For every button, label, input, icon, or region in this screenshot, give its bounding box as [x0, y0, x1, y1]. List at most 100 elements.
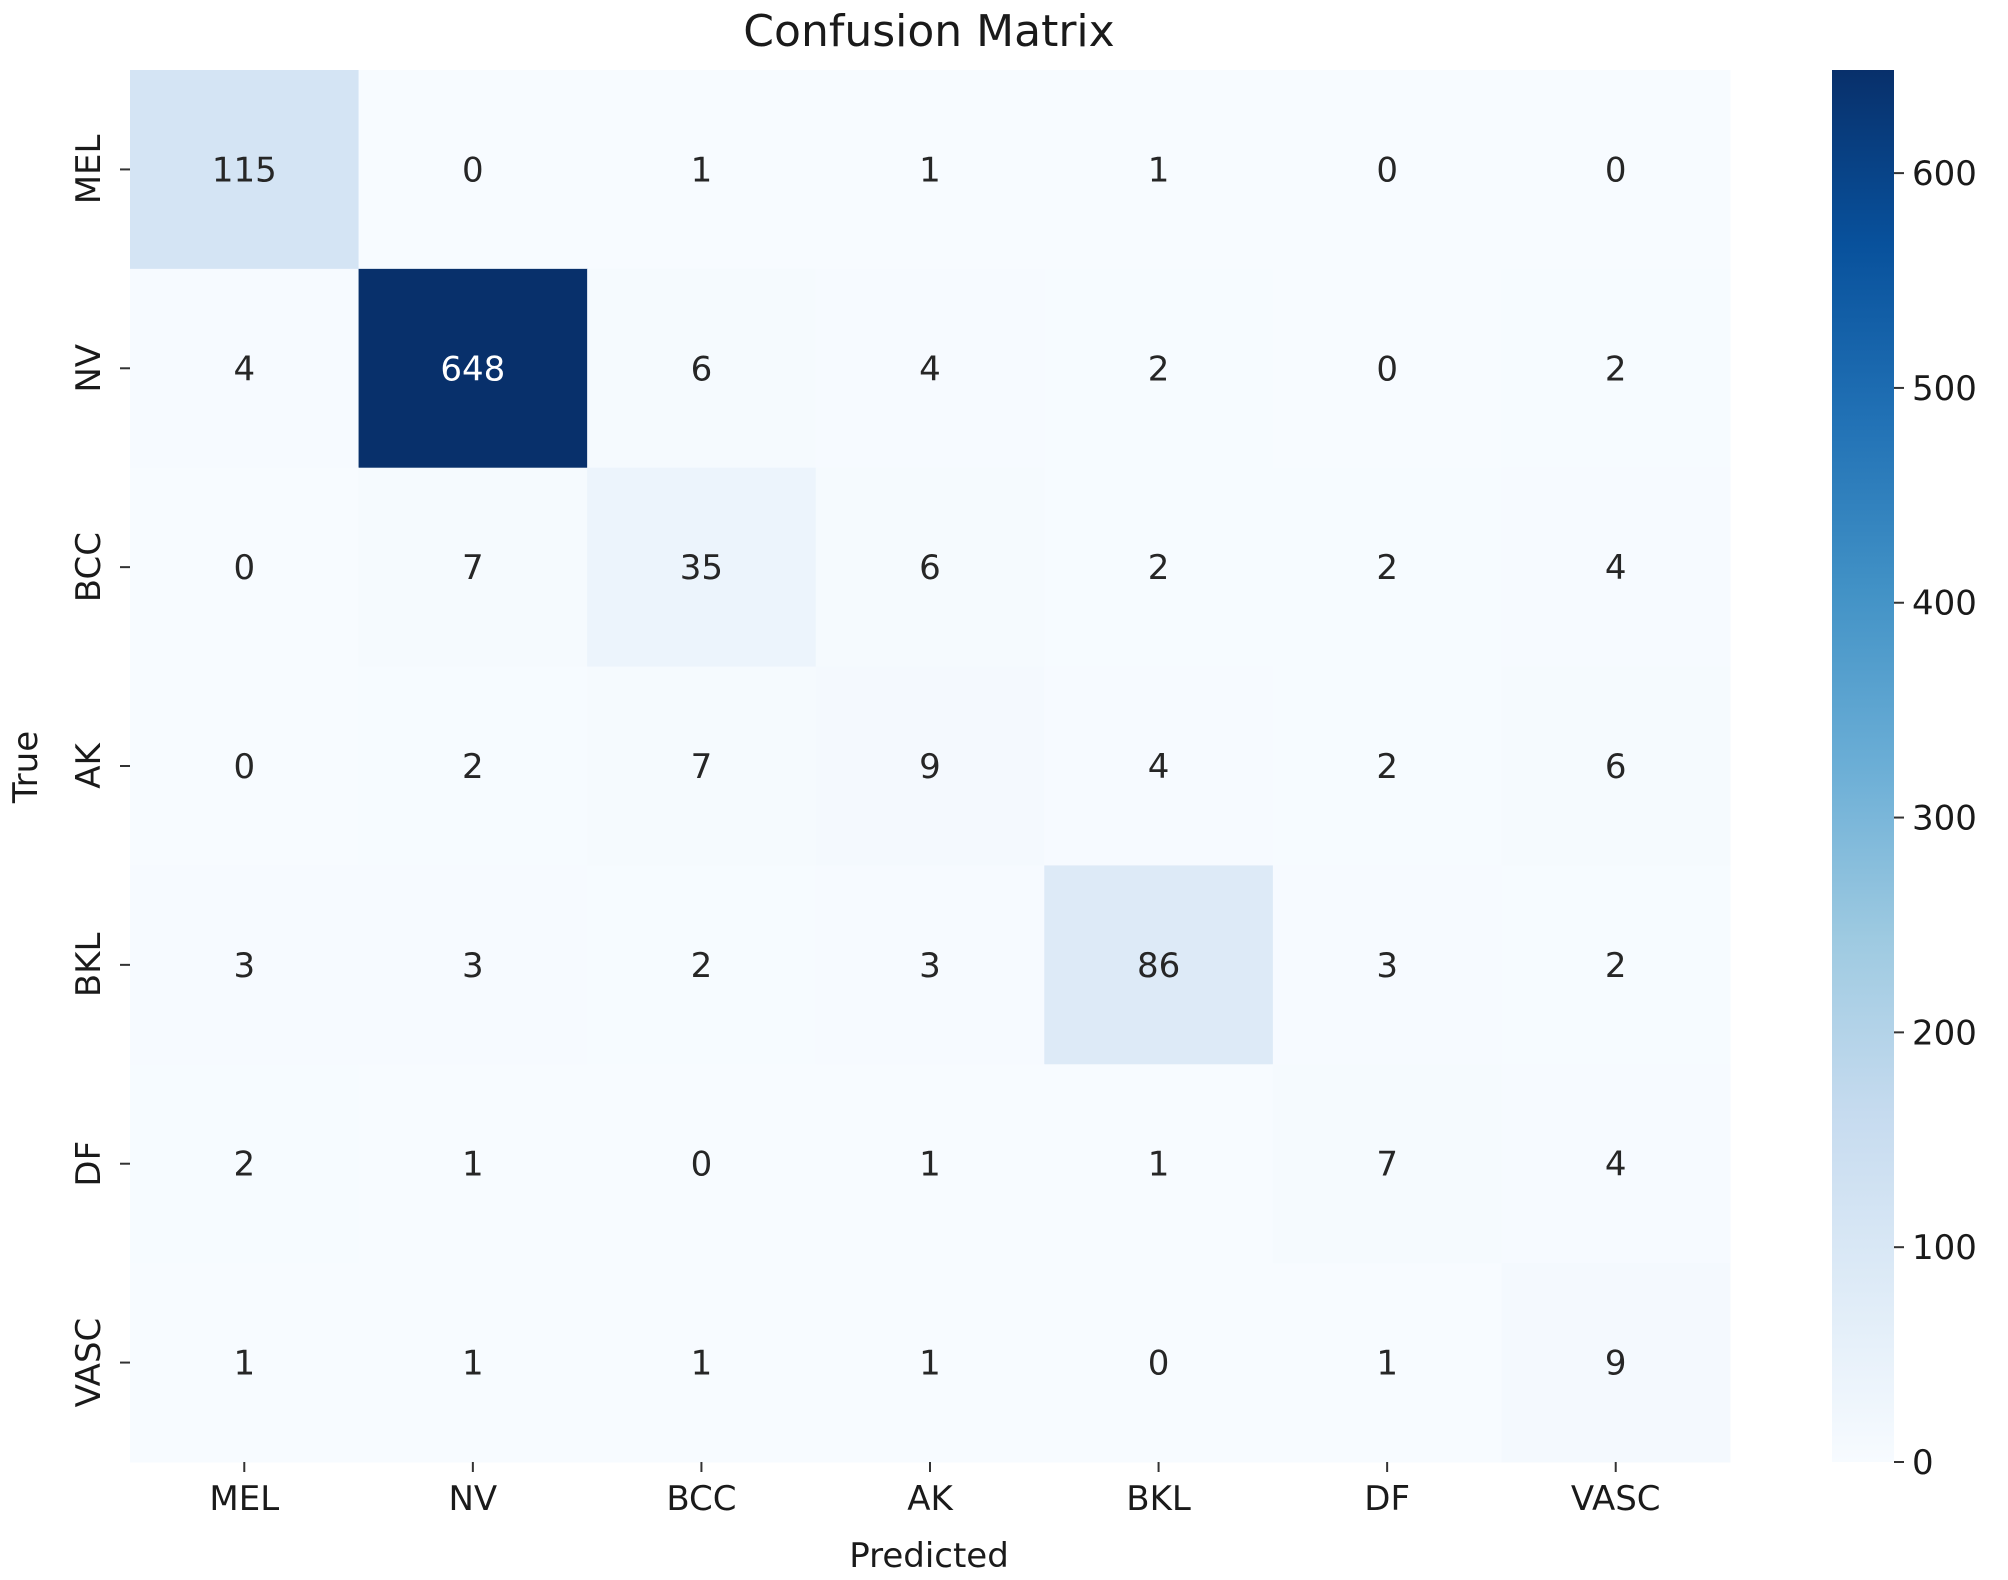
cell-value-label: 2	[233, 1145, 255, 1185]
heatmap-cell	[1044, 1064, 1274, 1264]
heatmap-cell	[587, 1064, 817, 1264]
cell-value-label: 3	[1376, 946, 1398, 986]
heatmap-cell	[1272, 70, 1502, 270]
y-tick-label: NV	[69, 344, 109, 393]
chart-title: Confusion Matrix	[743, 6, 1114, 57]
heatmap-cell	[1044, 666, 1274, 866]
cell-value-label: 2	[462, 747, 484, 787]
heatmap-cell	[130, 865, 360, 1065]
cell-value-label: 1	[462, 1145, 484, 1185]
heatmap-cell	[1501, 70, 1731, 270]
colorbar-tick-label: 100	[1912, 1228, 1977, 1268]
heatmap-cell	[815, 1263, 1045, 1463]
heatmap-cell	[1044, 1263, 1274, 1463]
cell-value-label: 0	[233, 548, 255, 588]
heatmap-cell	[130, 467, 360, 668]
cell-value-label: 1	[919, 1344, 941, 1384]
heatmap-cells	[130, 70, 1731, 1463]
colorbar-tick-label: 400	[1912, 584, 1977, 624]
heatmap-cell	[587, 865, 817, 1065]
cell-value-label: 2	[1148, 349, 1170, 389]
heatmap-cell	[1272, 1263, 1502, 1463]
x-tick-label: AK	[907, 1479, 954, 1519]
cell-value-label: 1	[691, 1344, 713, 1384]
heatmap-cell	[1272, 865, 1502, 1065]
cell-value-label: 6	[919, 548, 941, 588]
cell-value-label: 6	[691, 349, 713, 389]
heatmap-cell	[587, 268, 817, 469]
heatmap-cell	[358, 666, 588, 866]
heatmap-cell	[1501, 1064, 1731, 1264]
heatmap-cell	[815, 268, 1045, 469]
heatmap-cell	[358, 865, 588, 1065]
y-tick-label: AK	[69, 742, 109, 789]
heatmap-cell	[358, 268, 588, 469]
cell-value-label: 2	[1376, 747, 1398, 787]
cell-value-label: 7	[691, 747, 713, 787]
heatmap-cell	[1501, 865, 1731, 1065]
cell-value-label: 0	[1376, 150, 1398, 190]
y-tick-label: VASC	[69, 1318, 109, 1408]
heatmap-cell	[587, 70, 817, 270]
heatmap-cell	[815, 666, 1045, 866]
x-axis-ticks: MEL NV BCC AK BKL DF VASC	[209, 1462, 1661, 1519]
y-tick-label: MEL	[69, 134, 109, 204]
colorbar-ticks: 0 100 200 300 400 500 600	[1894, 154, 1977, 1483]
cell-value-label: 0	[1376, 349, 1398, 389]
colorbar-tick-label: 500	[1912, 369, 1977, 409]
heatmap-cell	[358, 70, 588, 270]
heatmap-cell	[1272, 467, 1502, 668]
colorbar-tick-label: 600	[1912, 154, 1977, 194]
heatmap-cell	[130, 268, 360, 469]
cell-value-label: 35	[680, 548, 723, 588]
heatmap-cell	[1501, 467, 1731, 668]
cell-value-label: 0	[1148, 1344, 1170, 1384]
heatmap-cell	[1272, 1064, 1502, 1264]
x-tick-label: BKL	[1126, 1479, 1191, 1519]
y-axis-label: True	[6, 731, 46, 804]
cell-value-label: 2	[691, 946, 713, 986]
heatmap-cell	[358, 1263, 588, 1463]
heatmap-cell	[1272, 666, 1502, 866]
heatmap-cell	[815, 865, 1045, 1065]
y-tick-label: DF	[69, 1141, 109, 1187]
heatmap-cell	[815, 1064, 1045, 1264]
heatmap-cell	[1501, 666, 1731, 866]
heatmap-cell	[587, 666, 817, 866]
heatmap-cell	[1044, 268, 1274, 469]
cell-value-label: 0	[691, 1145, 713, 1185]
cell-value-label: 4	[233, 349, 255, 389]
cell-value-label: 1	[691, 150, 713, 190]
cell-value-label: 2	[1148, 548, 1170, 588]
cell-value-label: 86	[1137, 946, 1180, 986]
cell-value-label: 648	[440, 349, 505, 389]
cell-value-label: 2	[1605, 946, 1627, 986]
colorbar-tick-label: 300	[1912, 799, 1977, 839]
heatmap-cell-labels: 115 0 1 1 1 0 0 4 648 6 4 2 0 2 0 7 35 6 2 2 4 0 2 7 9 4 2 6 3 3 2 3 86 3…	[212, 150, 1627, 1383]
cell-value-label: 2	[1376, 548, 1398, 588]
heatmap-cell	[130, 1263, 360, 1463]
y-tick-label: BCC	[69, 532, 109, 602]
colorbar-tick-label: 200	[1912, 1013, 1977, 1053]
cell-value-label: 115	[212, 150, 277, 190]
heatmap-cell	[815, 70, 1045, 270]
cell-value-label: 4	[1148, 747, 1170, 787]
heatmap-cell	[1044, 865, 1274, 1065]
cell-value-label: 4	[1605, 548, 1627, 588]
cell-value-label: 7	[462, 548, 484, 588]
cell-value-label: 1	[1376, 1344, 1398, 1384]
x-tick-label: VASC	[1571, 1479, 1661, 1519]
cell-value-label: 6	[1605, 747, 1627, 787]
heatmap-cell	[358, 1064, 588, 1264]
x-tick-label: BCC	[666, 1479, 736, 1519]
heatmap-cell	[815, 467, 1045, 668]
heatmap-cell	[1272, 268, 1502, 469]
heatmap-cell	[130, 1064, 360, 1264]
heatmap-cell	[587, 1263, 817, 1463]
heatmap-cell	[130, 666, 360, 866]
heatmap-cell	[587, 467, 817, 668]
cell-value-label: 3	[462, 946, 484, 986]
y-axis-ticks: MEL NV BCC AK BKL DF VASC	[69, 134, 130, 1407]
cell-value-label: 4	[919, 349, 941, 389]
cell-value-label: 3	[919, 946, 941, 986]
